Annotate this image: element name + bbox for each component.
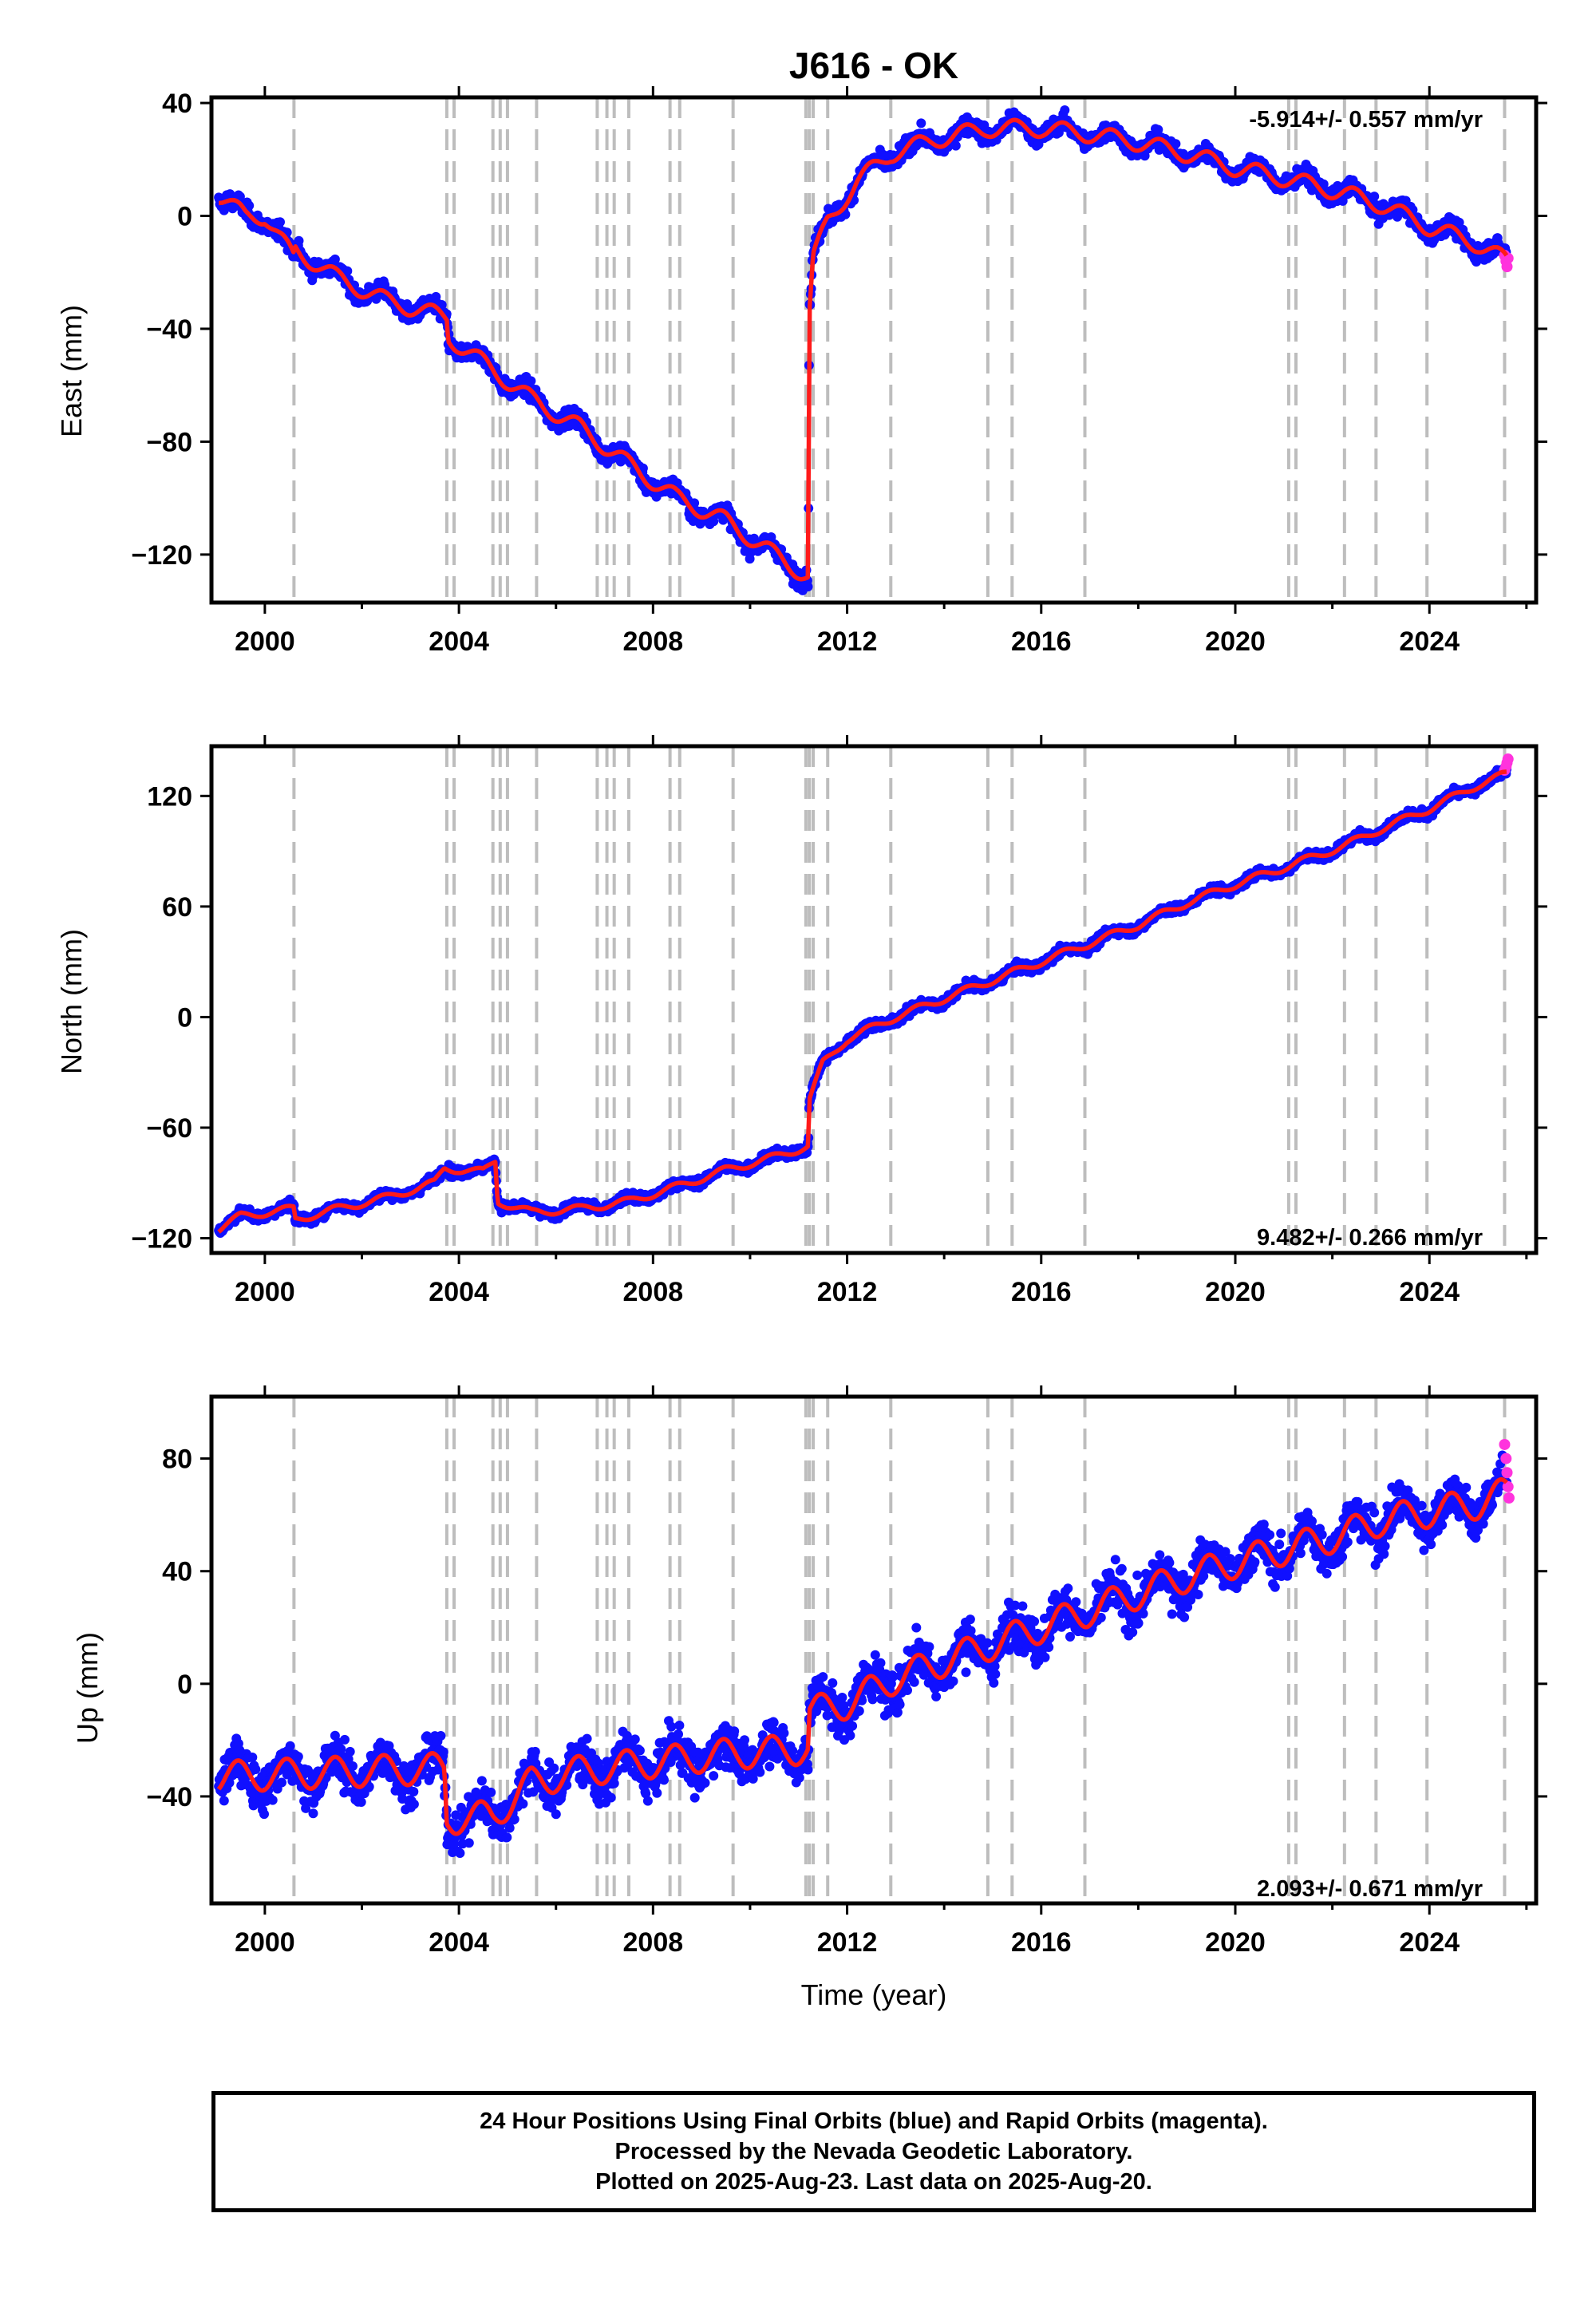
north-rapid-point (1502, 753, 1514, 765)
east-data-point (294, 235, 304, 246)
east-plot-frame (209, 95, 1539, 605)
east-y-tick-label: 0 (177, 202, 192, 232)
east-data-point (342, 266, 353, 276)
east-panel: East (mm) 2000 2004 2008 2012 2016 2020 2024 40… (55, 86, 1547, 657)
east-data-point (330, 254, 340, 264)
north-final-orbit-points (214, 764, 1512, 1238)
east-y-tick-label: −120 (131, 540, 192, 571)
up-panel: Up (mm) 2000 2004 2008 2012 2016 2020 20248040… (71, 1385, 1547, 1958)
east-data-point (1060, 105, 1070, 115)
east-data-point (402, 299, 413, 309)
east-data-point (1369, 192, 1380, 202)
east-y-tick-label: −80 (146, 427, 192, 457)
east-x-tick-label: 2004 (429, 626, 489, 657)
east-data-point (803, 582, 813, 592)
east-y-tick-label: 40 (162, 89, 192, 119)
north-x-tick-label: 2000 (235, 1277, 295, 1307)
north-x-tick-label: 2012 (817, 1277, 878, 1307)
east-data-point (244, 200, 255, 211)
east-model-line (217, 117, 1509, 582)
north-rate-label: 9.482+/- 0.266 mm/yr (1257, 1225, 1483, 1251)
east-data-point (219, 205, 229, 215)
east-data-point (689, 498, 700, 508)
east-data-point (275, 217, 285, 227)
north-panel: North (mm) 2000 2004 2008 2012 2016 2020 2024 1… (55, 735, 1547, 1307)
east-final-orbit-points (214, 105, 1512, 595)
east-x-tick-label: 2024 (1399, 626, 1460, 657)
east-data-point (709, 516, 719, 527)
east-data-point (526, 376, 536, 386)
north-x-tick-label: 2020 (1205, 1277, 1266, 1307)
east-x-tick-label: 2012 (817, 626, 878, 657)
east-data-point (1454, 217, 1464, 227)
figure-title: J616 - OK (789, 45, 958, 86)
north-ylabel: North (mm) (55, 929, 88, 1074)
north-y-tick-label: −60 (146, 1113, 192, 1144)
east-data-point (950, 140, 961, 151)
up-ylabel: Up (mm) (71, 1632, 104, 1744)
north-y-tick-label: 60 (162, 892, 192, 923)
north-y-tick-label: −120 (131, 1224, 192, 1255)
east-y-tick-label: −40 (146, 314, 192, 345)
east-ylabel: East (mm) (55, 305, 88, 437)
east-rapid-point (1501, 261, 1513, 273)
east-data-point (1318, 179, 1329, 189)
east-data-point (1153, 124, 1163, 135)
east-data-point (916, 118, 926, 128)
east-rate-label: -5.914+/- 0.557 mm/yr (1249, 107, 1483, 132)
east-data-point (1171, 139, 1181, 149)
north-y-tick-label: 0 (177, 1002, 192, 1033)
east-x-tick-label: 2000 (235, 626, 295, 657)
east-x-tick-label: 2016 (1011, 626, 1072, 657)
east-x-tick-label: 2020 (1205, 626, 1266, 657)
north-y-tick-label: 120 (147, 781, 192, 812)
north-x-tick-label: 2004 (429, 1277, 489, 1307)
north-plot-frame (209, 744, 1539, 1255)
north-x-tick-label: 2024 (1399, 1277, 1460, 1307)
north-model-line (217, 769, 1508, 1234)
east-x-tick-label: 2008 (623, 626, 684, 657)
north-x-tick-label: 2008 (623, 1277, 684, 1307)
north-x-tick-label: 2016 (1011, 1277, 1072, 1307)
